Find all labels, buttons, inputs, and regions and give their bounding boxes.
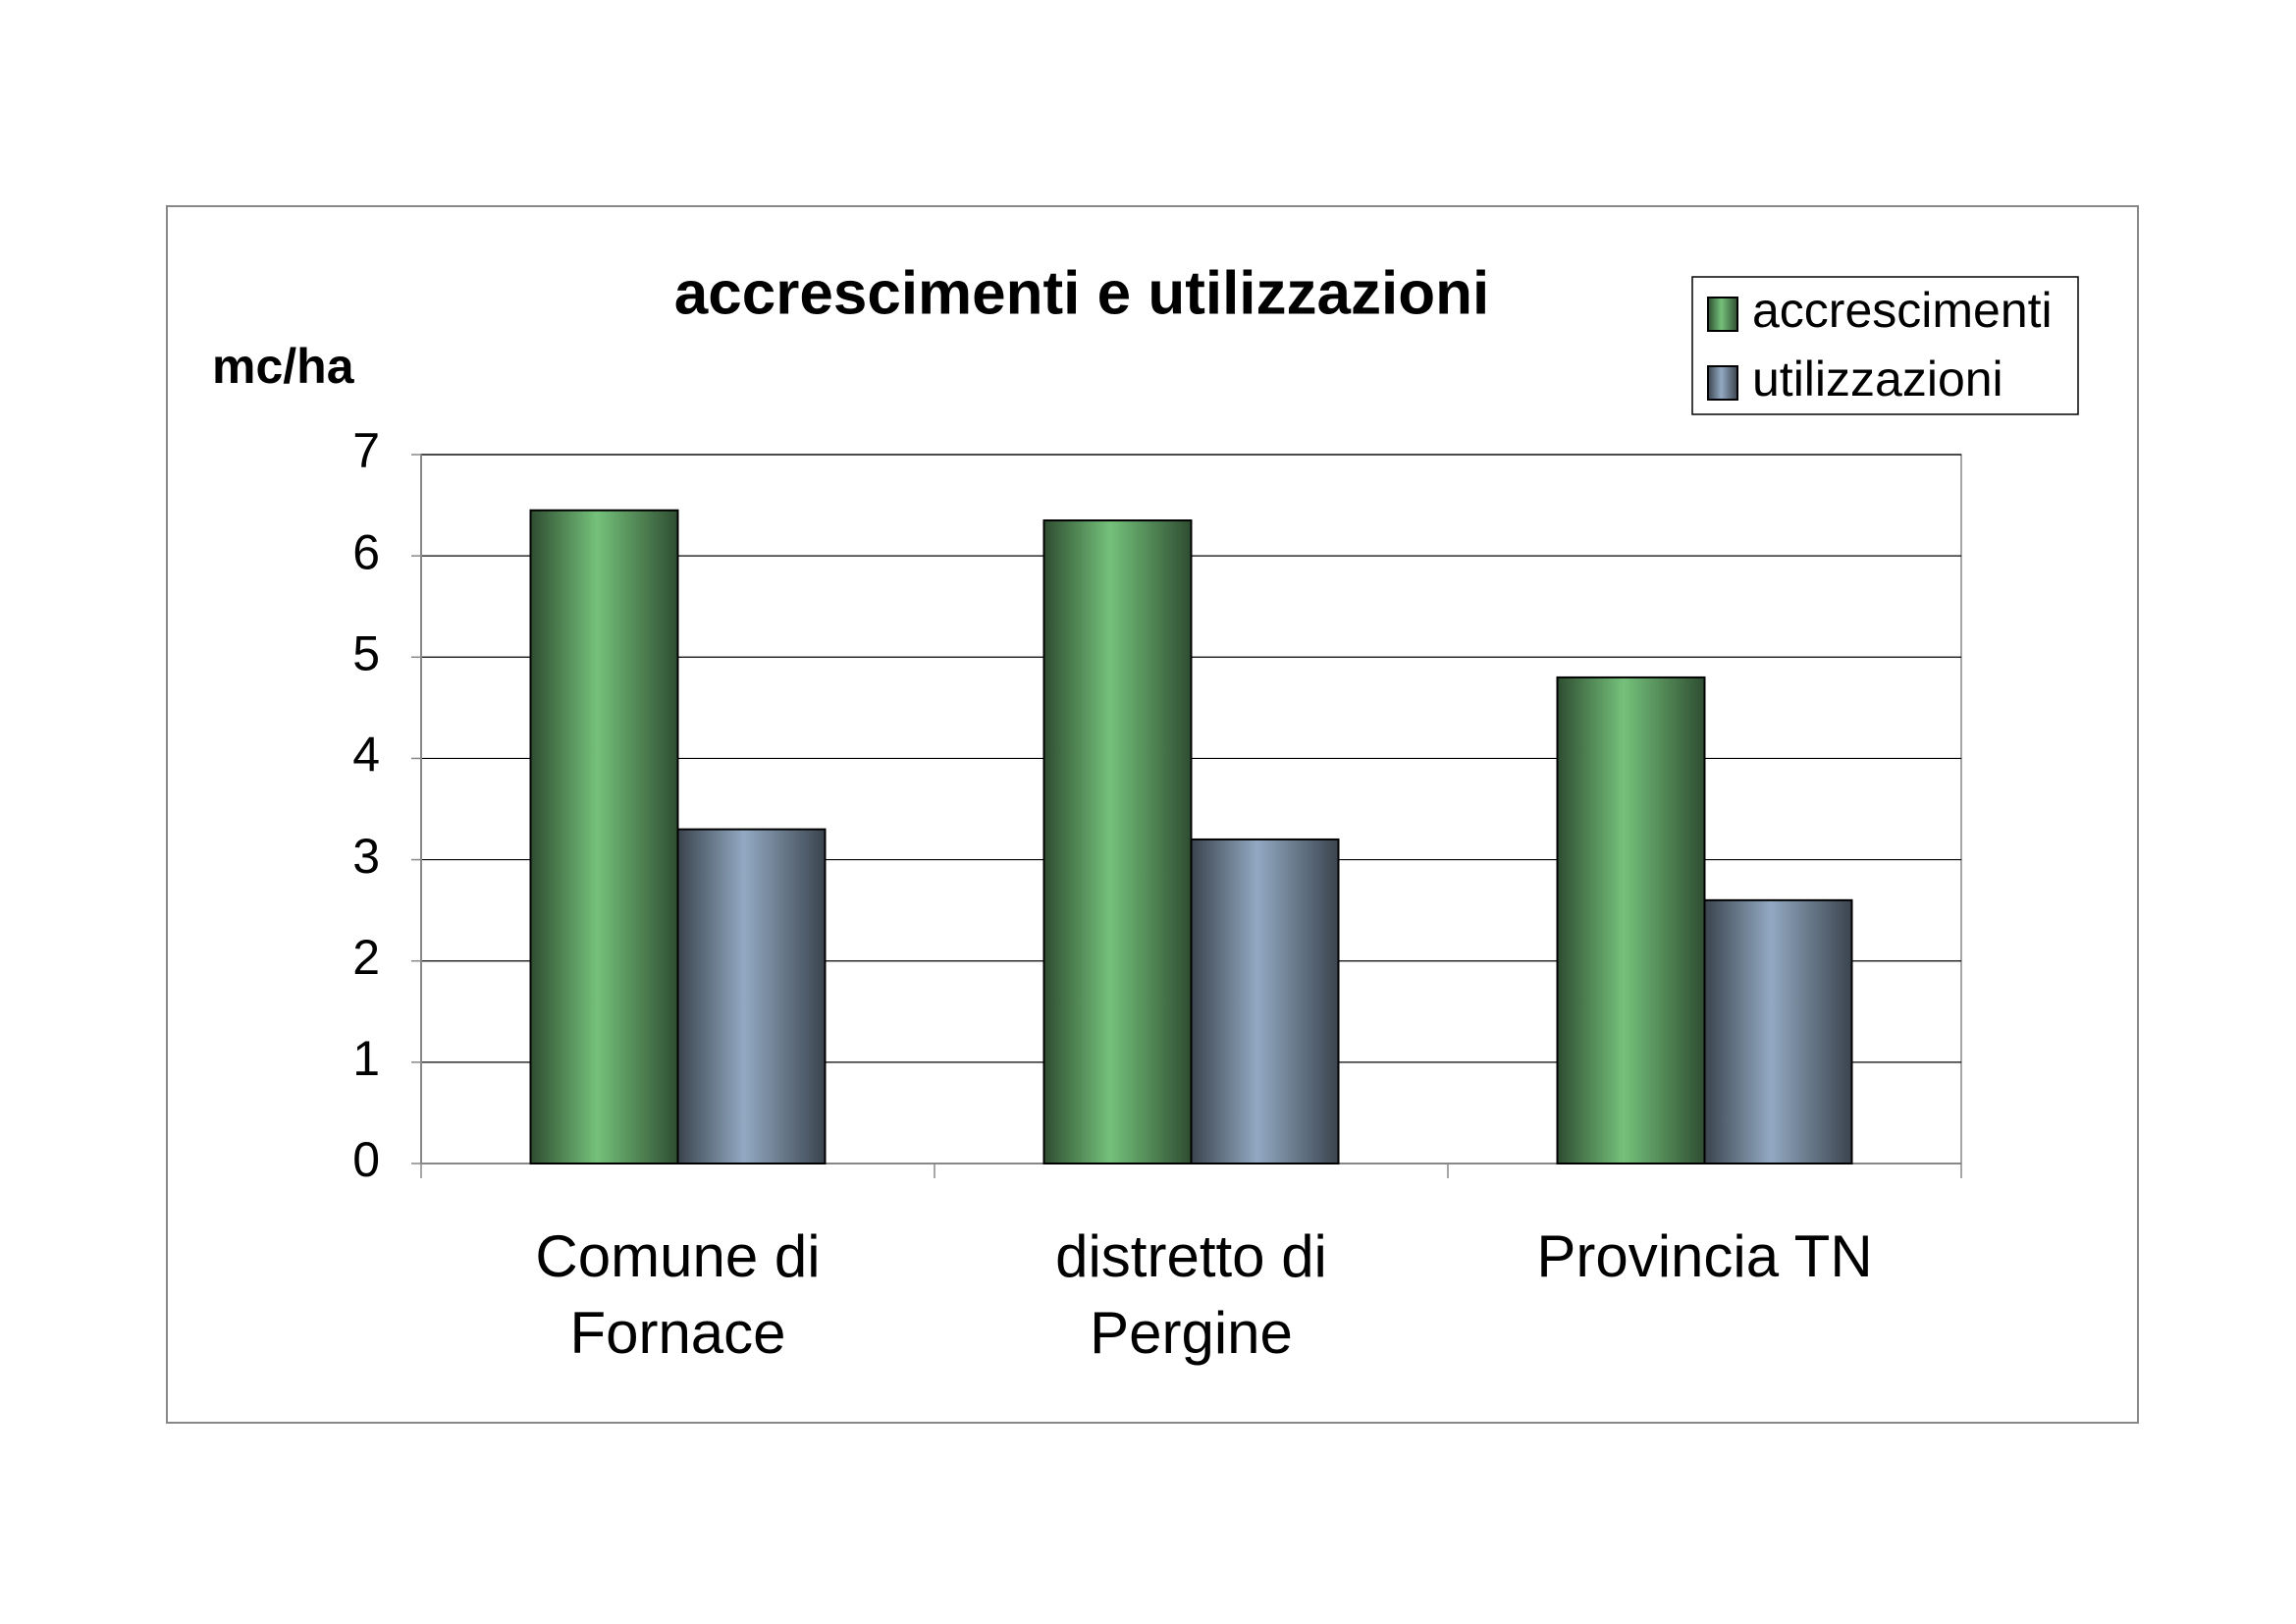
bar-shade: [1556, 676, 1706, 1165]
bar-shade: [1042, 519, 1193, 1164]
y-tick-label: 2: [352, 930, 380, 985]
bar-shade: [676, 828, 827, 1165]
y-tick-label: 5: [352, 625, 380, 680]
y-tick-label: 3: [352, 829, 380, 884]
legend-box: [1691, 276, 2079, 415]
legend-swatch-shade: [1707, 297, 1738, 332]
x-tick-label: Comune di Fornace: [535, 1223, 821, 1366]
x-tick-label: Provincia TN: [1536, 1223, 1873, 1289]
legend-swatch-shade: [1707, 365, 1738, 401]
x-tick-label: distretto di Pergine: [1055, 1223, 1327, 1366]
y-tick-label: 1: [352, 1031, 380, 1086]
bar-shade: [529, 509, 679, 1164]
bar-shade: [1703, 898, 1853, 1164]
bar-shade: [1190, 838, 1340, 1164]
legend-label: utilizzazioni: [1752, 352, 2003, 406]
y-tick-label: 0: [352, 1132, 380, 1187]
y-tick-label: 6: [352, 524, 380, 579]
y-tick-label: 4: [352, 728, 380, 783]
y-tick-label: 7: [352, 423, 380, 478]
chart-title: accrescimenti e utilizzazioni: [674, 259, 1489, 327]
legend-label: accrescimenti: [1752, 283, 2053, 338]
y-axis-label: mc/ha: [212, 339, 355, 394]
